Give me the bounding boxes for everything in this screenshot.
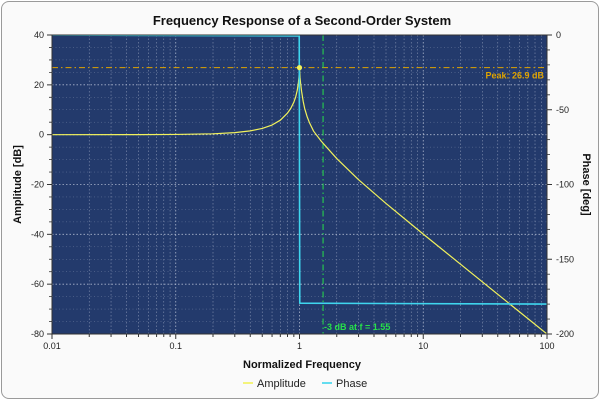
x-axis-title: Normalized Frequency	[243, 359, 362, 371]
x-tick-label: 1	[297, 341, 302, 351]
y-right-tick-label: 0	[556, 30, 561, 40]
y-left-axis-title: Amplitude [dB]	[12, 145, 24, 224]
x-tick-label: 0.01	[43, 341, 61, 351]
minus-3db-annotation-label: -3 dB at f = 1.55	[324, 322, 390, 332]
y-right-tick-label: -50	[556, 105, 569, 115]
phase-series-line	[52, 35, 547, 305]
y-left-tick-label: -40	[31, 229, 44, 239]
x-tick-label: 10	[418, 341, 428, 351]
legend-amplitude-label: Amplitude	[257, 378, 306, 390]
peak-marker	[296, 65, 303, 71]
y-left-tick-label: 40	[34, 30, 44, 40]
x-tick-label: 100	[539, 341, 554, 351]
legend-phase-label: Phase	[336, 378, 367, 390]
chart-title: Frequency Response of a Second-Order Sys…	[153, 13, 451, 28]
y-left-tick-label: 0	[39, 130, 44, 140]
x-tick-label: 0.1	[169, 341, 182, 351]
y-right-tick-label: -150	[556, 254, 574, 264]
y-right-tick-label: -200	[556, 329, 574, 339]
y-right-axis-title: Phase [deg]	[580, 153, 592, 216]
y-left-tick-label: -60	[31, 279, 44, 289]
y-left-tick-label: 20	[34, 80, 44, 90]
y-left-tick-label: -20	[31, 180, 44, 190]
peak-annotation-label: Peak: 26.9 dB	[485, 71, 544, 81]
y-left-tick-label: -80	[31, 329, 44, 339]
y-right-tick-label: -100	[556, 180, 574, 190]
